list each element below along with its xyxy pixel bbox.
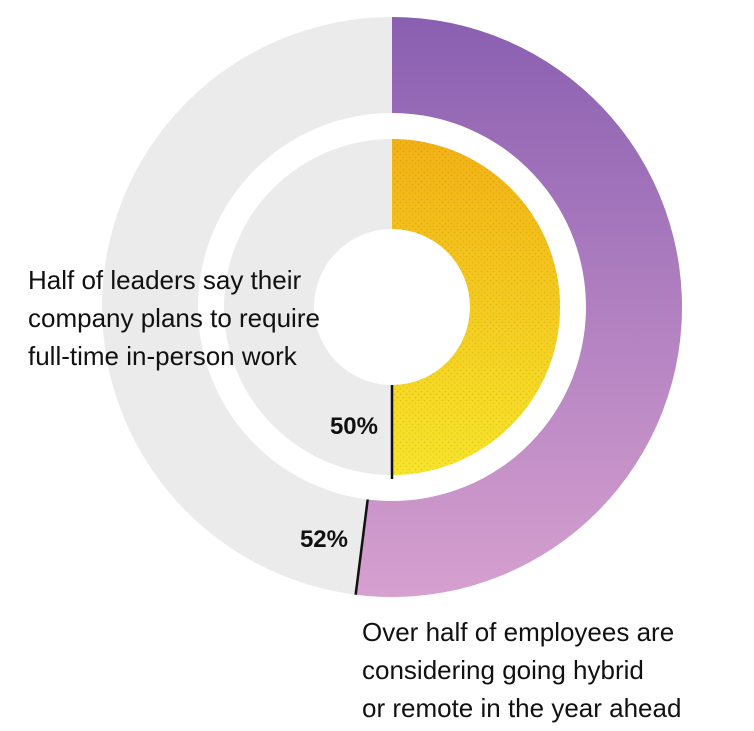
leaders-annotation-line-2: company plans to require bbox=[28, 303, 320, 333]
outer-value-label: 52% bbox=[300, 526, 348, 553]
employees-annotation-line-1: Over half of employees are bbox=[362, 617, 674, 647]
employees-annotation: Over half of employees are considering g… bbox=[362, 617, 681, 723]
leaders-annotation-line-3: full-time in-person work bbox=[28, 341, 298, 371]
leaders-annotation-line-1: Half of leaders say their bbox=[28, 265, 301, 295]
leaders-annotation: Half of leaders say their company plans … bbox=[28, 265, 320, 371]
outer-ring-divider bbox=[354, 499, 369, 595]
inner-ring-dot-texture bbox=[392, 139, 560, 475]
employees-annotation-line-3: or remote in the year ahead bbox=[362, 693, 681, 723]
outer-ring-value-arc bbox=[355, 17, 682, 597]
inner-value-label: 50% bbox=[330, 413, 378, 440]
employees-annotation-line-2: considering going hybrid bbox=[362, 655, 644, 685]
